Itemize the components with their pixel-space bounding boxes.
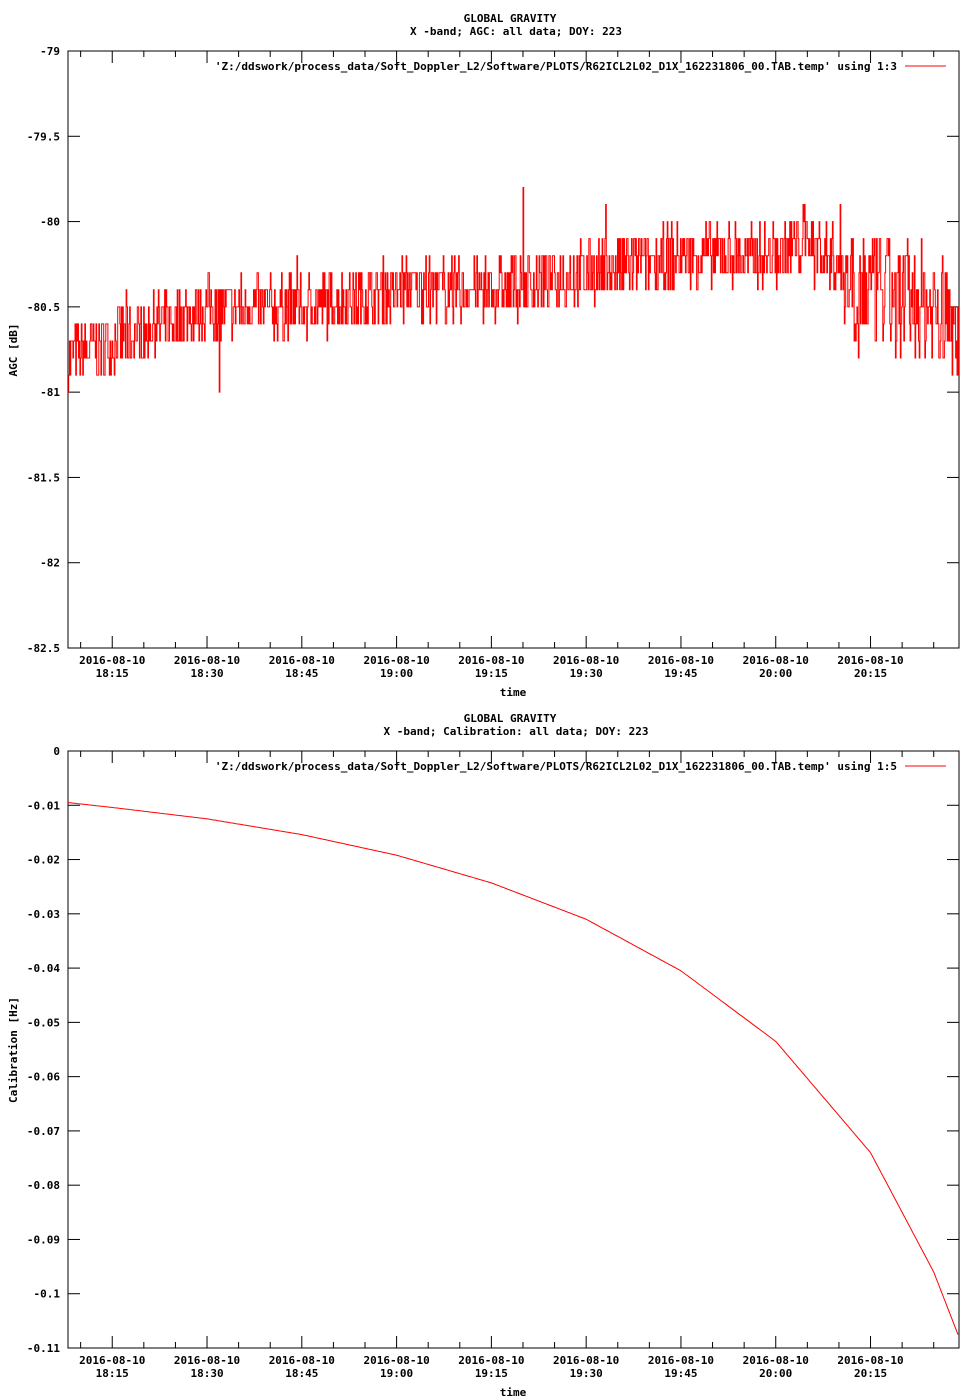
x-tick-time-label: 19:45 (664, 1367, 697, 1380)
x-tick-date-label: 2016-08-10 (269, 1354, 335, 1367)
y-tick: -82 (40, 557, 959, 570)
y-tick-label: -0.1 (34, 1288, 61, 1301)
plot-frame (67, 50, 960, 649)
y-tick-label: -0.04 (27, 962, 60, 975)
x-tick-time-label: 19:15 (475, 667, 508, 680)
y-tick-label: -0.05 (27, 1016, 60, 1029)
x-tick-date-label: 2016-08-10 (269, 654, 335, 667)
y-tick: -80 (40, 216, 959, 229)
calibration-chart: GLOBAL GRAVITY X -band; Calibration: all… (7, 712, 960, 1399)
y-tick: -79.5 (27, 130, 959, 143)
y-tick-label: -0.03 (27, 908, 60, 921)
chart-subtitle: X -band; Calibration: all data; DOY: 223 (384, 725, 649, 738)
x-tick-date-label: 2016-08-10 (174, 1354, 240, 1367)
y-tick-label: -79.5 (27, 130, 60, 143)
y-tick: -0.08 (27, 1179, 959, 1192)
y-tick-label: -0.06 (27, 1071, 60, 1084)
x-tick-time-label: 18:45 (285, 667, 318, 680)
x-tick-time-label: 18:30 (190, 667, 223, 680)
x-tick-time-label: 19:30 (570, 667, 603, 680)
x-tick-date-label: 2016-08-10 (553, 654, 619, 667)
y-tick: -0.09 (27, 1233, 959, 1246)
x-tick-time-label: 19:45 (664, 667, 697, 680)
y-tick: -81.5 (27, 471, 959, 484)
y-tick: -0.06 (27, 1071, 959, 1084)
y-tick-label: -81 (40, 386, 60, 399)
x-tick-date-label: 2016-08-10 (648, 654, 714, 667)
chart-title: GLOBAL GRAVITY (464, 712, 557, 725)
x-tick-time-label: 18:30 (190, 1367, 223, 1380)
y-axis-label: Calibration [Hz] (7, 997, 20, 1103)
chart-title: GLOBAL GRAVITY (464, 12, 557, 25)
y-tick: -0.01 (27, 799, 959, 812)
y-tick: -0.1 (34, 1288, 959, 1301)
x-tick-date-label: 2016-08-10 (363, 1354, 429, 1367)
y-axis-label: AGC [dB] (7, 324, 20, 377)
y-tick: -0.02 (27, 854, 959, 867)
x-tick-time-label: 19:15 (475, 1367, 508, 1380)
x-tick-date-label: 2016-08-10 (837, 1354, 903, 1367)
y-tick: -82.5 (27, 642, 959, 655)
x-tick-time-label: 20:15 (854, 1367, 887, 1380)
x-tick-time-label: 20:00 (759, 1367, 792, 1380)
x-tick-date-label: 2016-08-10 (174, 654, 240, 667)
legend-label: 'Z:/ddswork/process_data/Soft_Doppler_L2… (215, 60, 897, 73)
y-tick-label: -0.01 (27, 799, 60, 812)
x-axis-label: time (500, 1386, 527, 1399)
x-tick-date-label: 2016-08-10 (743, 654, 809, 667)
x-tick-time-label: 20:00 (759, 667, 792, 680)
y-tick: -79 (40, 45, 959, 58)
y-tick-label: -0.07 (27, 1125, 60, 1138)
y-tick-label: -82 (40, 557, 60, 570)
x-tick-date-label: 2016-08-10 (458, 654, 524, 667)
plot-frame (67, 750, 960, 1349)
y-tick: -0.11 (27, 1342, 959, 1355)
x-tick-date-label: 2016-08-10 (648, 1354, 714, 1367)
x-tick-date-label: 2016-08-10 (79, 654, 145, 667)
y-tick-label: -0.09 (27, 1233, 60, 1246)
y-tick: -0.07 (27, 1125, 959, 1138)
legend-label: 'Z:/ddswork/process_data/Soft_Doppler_L2… (215, 760, 897, 773)
y-tick-label: -81.5 (27, 471, 60, 484)
y-tick: -0.05 (27, 1016, 959, 1029)
x-tick-date-label: 2016-08-10 (363, 654, 429, 667)
y-tick: 0 (53, 745, 959, 758)
y-tick-label: 0 (53, 745, 60, 758)
x-tick-date-label: 2016-08-10 (458, 1354, 524, 1367)
y-tick: -0.03 (27, 908, 959, 921)
agc-series-line (68, 187, 959, 393)
x-tick-time-label: 19:00 (380, 667, 413, 680)
x-tick-date-label: 2016-08-10 (743, 1354, 809, 1367)
x-tick-time-label: 18:45 (285, 1367, 318, 1380)
x-tick-date-label: 2016-08-10 (837, 654, 903, 667)
chart-subtitle: X -band; AGC: all data; DOY: 223 (410, 25, 622, 38)
y-tick-label: -82.5 (27, 642, 60, 655)
x-tick-date-label: 2016-08-10 (553, 1354, 619, 1367)
x-tick-date-label: 2016-08-10 (79, 1354, 145, 1367)
x-tick-time-label: 19:30 (570, 1367, 603, 1380)
y-tick-label: -0.02 (27, 854, 60, 867)
y-tick: -81 (40, 386, 959, 399)
x-axis-label: time (500, 686, 527, 699)
y-tick-label: -0.11 (27, 1342, 60, 1355)
calibration-series-line (67, 802, 959, 1335)
x-tick-time-label: 18:15 (96, 667, 129, 680)
x-tick-time-label: 18:15 (96, 1367, 129, 1380)
y-tick: -0.04 (27, 962, 959, 975)
y-tick-label: -0.08 (27, 1179, 60, 1192)
agc-chart: GLOBAL GRAVITY X -band; AGC: all data; D… (7, 12, 960, 699)
y-tick-label: -79 (40, 45, 60, 58)
y-tick-label: -80 (40, 216, 60, 229)
x-tick-time-label: 20:15 (854, 667, 887, 680)
y-tick-label: -80.5 (27, 301, 60, 314)
x-tick-time-label: 19:00 (380, 1367, 413, 1380)
